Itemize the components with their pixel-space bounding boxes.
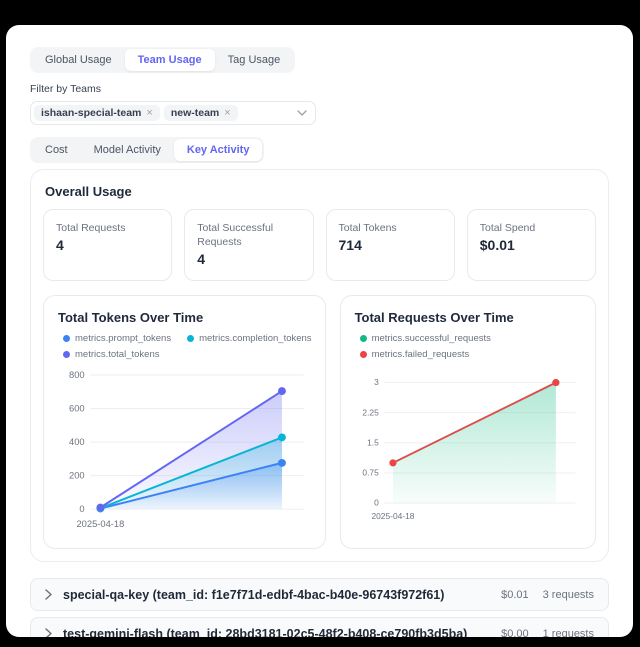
overall-usage-title: Overall Usage: [45, 184, 132, 199]
svg-text:400: 400: [69, 437, 85, 447]
legend-dot-icon: [359, 351, 367, 358]
svg-text:0.75: 0.75: [362, 468, 379, 478]
team-tag: ishaan-special-team ×: [34, 105, 160, 121]
tab-team-usage[interactable]: Team Usage: [124, 49, 215, 71]
team-tag: new-team ×: [163, 105, 238, 121]
chart-title: Total Tokens Over Time: [58, 310, 204, 325]
chart-legend: metrics.prompt_tokens metrics.completion_…: [63, 333, 312, 360]
stat-value: $0.01: [479, 237, 515, 254]
stat-label: Total Tokens: [338, 222, 397, 234]
dashboard-window: Global Usage Team Usage Tag Usage Filter…: [6, 25, 633, 637]
tab-global-usage[interactable]: Global Usage: [32, 49, 125, 71]
legend-dot-icon: [63, 351, 70, 358]
remove-tag-icon[interactable]: ×: [224, 107, 231, 119]
legend-item: metrics.successful_requests: [359, 333, 491, 344]
stat-value: 714: [338, 237, 362, 254]
key-spend: $0.00: [501, 627, 529, 638]
stat-total-tokens: Total Tokens 714: [325, 209, 455, 281]
team-tag-label: ishaan-special-team: [41, 107, 142, 119]
stat-label: Total Spend: [479, 222, 536, 234]
svg-text:3: 3: [374, 377, 379, 387]
chevron-right-icon: [45, 628, 52, 637]
legend-item: metrics.failed_requests: [359, 349, 491, 360]
legend-item: metrics.prompt_tokens: [63, 333, 171, 344]
key-row-special-qa-key[interactable]: special-qa-key (team_id: f1e7f71d-edbf-4…: [30, 578, 609, 611]
key-accordion-list: special-qa-key (team_id: f1e7f71d-edbf-4…: [30, 578, 609, 637]
stat-value: 4: [197, 251, 206, 268]
tab-cost[interactable]: Cost: [32, 139, 81, 161]
activity-tab-bar: Cost Model Activity Key Activity: [30, 137, 265, 163]
filter-by-teams-label: Filter by Teams: [30, 83, 101, 95]
team-filter-select[interactable]: ishaan-special-team × new-team ×: [30, 101, 316, 125]
svg-text:600: 600: [69, 404, 85, 414]
chart-legend: metrics.successful_requests metrics.faile…: [359, 333, 582, 360]
remove-tag-icon[interactable]: ×: [146, 107, 153, 119]
tab-key-activity[interactable]: Key Activity: [173, 139, 263, 161]
stat-total-spend: Total Spend $0.01: [466, 209, 596, 281]
key-request-count: 3 requests: [542, 588, 594, 601]
key-spend: $0.01: [501, 588, 529, 601]
svg-text:2.25: 2.25: [362, 407, 379, 417]
legend-item: metrics.total_tokens: [63, 349, 171, 360]
chart-canvas: 0 0.75 1.5 2.25 3 2025-04-18: [362, 377, 575, 521]
legend-dot-icon: [63, 335, 70, 342]
requests-over-time-chart-card: Total Requests Over Time metrics.success…: [339, 295, 596, 549]
stat-label: Total Requests: [56, 222, 126, 234]
svg-text:2025-04-18: 2025-04-18: [371, 511, 414, 521]
svg-text:200: 200: [69, 471, 85, 481]
stat-total-successful-requests: Total Successful Requests 4: [184, 209, 314, 281]
svg-text:2025-04-18: 2025-04-18: [76, 519, 124, 529]
key-row-test-gemini-flash[interactable]: test-gemini-flash (team_id: 28bd3181-02c…: [30, 617, 609, 637]
overall-usage-card: Overall Usage Total Requests 4 Total Suc…: [30, 169, 609, 562]
key-name: test-gemini-flash (team_id: 28bd3181-02c…: [63, 626, 468, 638]
svg-text:0: 0: [79, 504, 84, 514]
key-name: special-qa-key (team_id: f1e7f71d-edbf-4…: [63, 587, 445, 602]
stat-label: Total Successful Requests: [197, 222, 274, 249]
key-request-count: 1 requests: [542, 627, 594, 638]
stats-row: Total Requests 4 Total Successful Reques…: [43, 209, 596, 281]
svg-text:800: 800: [69, 370, 85, 380]
legend-dot-icon: [359, 335, 367, 342]
tab-tag-usage[interactable]: Tag Usage: [215, 49, 294, 71]
charts-row: Total Tokens Over Time metrics.prompt_to…: [43, 295, 596, 549]
stat-value: 4: [56, 237, 64, 254]
stat-total-requests: Total Requests 4: [43, 209, 173, 281]
usage-tab-bar: Global Usage Team Usage Tag Usage: [30, 47, 296, 73]
tab-model-activity[interactable]: Model Activity: [81, 139, 174, 161]
svg-text:0: 0: [374, 498, 379, 508]
chart-title: Total Requests Over Time: [354, 310, 514, 325]
chevron-right-icon: [45, 589, 52, 600]
chevron-down-icon[interactable]: [297, 110, 307, 116]
chart-canvas: 0 200 400 600 800 2025-04-18: [69, 370, 304, 529]
team-tag-label: new-team: [170, 107, 220, 119]
legend-dot-icon: [187, 335, 195, 342]
tokens-over-time-chart-card: Total Tokens Over Time metrics.prompt_to…: [43, 295, 326, 549]
legend-item: metrics.completion_tokens: [187, 333, 312, 344]
svg-text:1.5: 1.5: [367, 437, 379, 447]
